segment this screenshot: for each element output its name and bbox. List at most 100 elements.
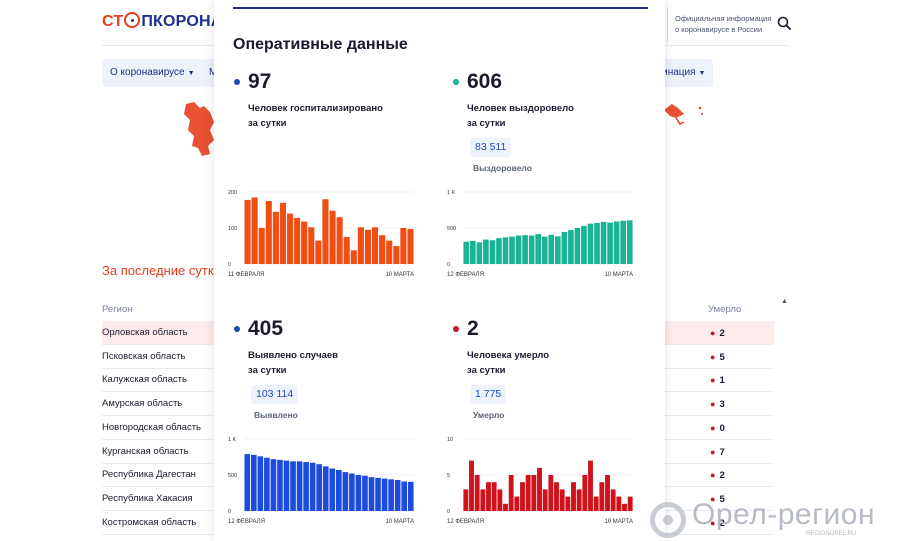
- chart-bar[interactable]: [381, 478, 388, 511]
- chart-bar[interactable]: [264, 457, 270, 511]
- chart-bar[interactable]: [497, 489, 503, 511]
- chart-bar[interactable]: [626, 220, 633, 264]
- chart-bar[interactable]: [315, 240, 322, 264]
- chart-bar[interactable]: [571, 482, 576, 511]
- chart-bar[interactable]: [244, 454, 251, 511]
- chart-bar[interactable]: [554, 236, 561, 264]
- chart-bar[interactable]: [525, 475, 531, 511]
- chart-bar[interactable]: [303, 462, 309, 511]
- chart-bar[interactable]: [407, 481, 414, 511]
- chart-bar[interactable]: [528, 235, 535, 264]
- chart-bar[interactable]: [290, 461, 296, 511]
- chart-bar[interactable]: [515, 235, 522, 264]
- chart-bar[interactable]: [508, 475, 514, 511]
- nav-about-coronavirus[interactable]: О коронавирусе ▼: [102, 59, 203, 87]
- chart-bar[interactable]: [463, 241, 470, 264]
- chart-bar[interactable]: [620, 220, 627, 264]
- chart-bar[interactable]: [364, 229, 372, 264]
- chart-bar[interactable]: [489, 240, 496, 264]
- chart-bar[interactable]: [393, 246, 400, 264]
- chart-bar[interactable]: [250, 454, 257, 511]
- chart-bar[interactable]: [371, 227, 379, 264]
- chart-bar[interactable]: [322, 199, 329, 264]
- chart-bar[interactable]: [277, 459, 283, 511]
- chart-bar[interactable]: [388, 479, 394, 511]
- chart-bar[interactable]: [355, 475, 362, 511]
- chart-bar[interactable]: [588, 460, 593, 511]
- chart-bar[interactable]: [574, 228, 581, 264]
- chart-bar[interactable]: [480, 489, 486, 511]
- chart-bar[interactable]: [610, 489, 616, 511]
- chart-bar[interactable]: [522, 235, 528, 264]
- chart-bar[interactable]: [316, 464, 323, 511]
- chart-bar[interactable]: [272, 211, 279, 264]
- chart-bar[interactable]: [520, 482, 525, 511]
- chart-bar[interactable]: [600, 221, 607, 264]
- chart-bar[interactable]: [542, 489, 548, 511]
- chart-bar[interactable]: [244, 199, 251, 264]
- chart-bar[interactable]: [502, 237, 509, 264]
- chart-bar[interactable]: [270, 459, 277, 511]
- table-header-died[interactable]: Умерло: [708, 304, 742, 315]
- chart-bar[interactable]: [593, 496, 599, 511]
- chart-bar[interactable]: [301, 221, 308, 264]
- chart-bar[interactable]: [554, 482, 559, 511]
- chart-bar[interactable]: [537, 467, 542, 511]
- chart-bar[interactable]: [336, 217, 343, 264]
- chart-bar[interactable]: [463, 489, 469, 511]
- search-icon[interactable]: [777, 16, 791, 30]
- chart-bar[interactable]: [587, 223, 594, 264]
- chart-bar[interactable]: [514, 496, 520, 511]
- chart-bar[interactable]: [286, 213, 294, 264]
- chart-bar[interactable]: [350, 250, 357, 264]
- chart-bar[interactable]: [548, 234, 555, 264]
- chart-bar[interactable]: [401, 481, 408, 511]
- chart-bar[interactable]: [368, 477, 375, 511]
- chart-bar[interactable]: [561, 231, 568, 264]
- table-header-region[interactable]: Регион: [102, 304, 133, 315]
- chart-bar[interactable]: [607, 222, 613, 264]
- chart-bar[interactable]: [296, 461, 303, 511]
- chart-bar[interactable]: [509, 236, 515, 264]
- chart-bar[interactable]: [582, 475, 588, 511]
- chart-bar[interactable]: [329, 210, 336, 264]
- chart-bar[interactable]: [375, 477, 381, 511]
- chart-bar[interactable]: [486, 482, 491, 511]
- chart-bar[interactable]: [386, 240, 393, 264]
- chart-bar[interactable]: [394, 480, 401, 511]
- chart-bar[interactable]: [257, 456, 264, 511]
- chart-bar[interactable]: [349, 473, 355, 511]
- chart-bar[interactable]: [568, 230, 574, 264]
- chart-bar[interactable]: [559, 489, 565, 511]
- chart-bar[interactable]: [503, 503, 508, 511]
- chart-bar[interactable]: [541, 236, 548, 264]
- chart-bar[interactable]: [279, 202, 287, 264]
- chart-bar[interactable]: [329, 468, 336, 511]
- chart-bar[interactable]: [616, 496, 622, 511]
- chart-bar[interactable]: [594, 222, 600, 264]
- chart-bar[interactable]: [605, 475, 610, 511]
- chart-bar[interactable]: [407, 229, 414, 264]
- chart-bar[interactable]: [283, 460, 290, 511]
- chart-bar[interactable]: [548, 475, 554, 511]
- chart-bar[interactable]: [294, 217, 301, 264]
- scroll-up-arrow-icon[interactable]: ▲: [781, 298, 788, 305]
- chart-bar[interactable]: [491, 482, 497, 511]
- chart-bar[interactable]: [379, 235, 386, 264]
- chart-bar[interactable]: [627, 496, 633, 511]
- chart-bar[interactable]: [343, 237, 350, 264]
- chart-bar[interactable]: [474, 475, 480, 511]
- chart-bar[interactable]: [496, 238, 502, 264]
- chart-bar[interactable]: [469, 240, 476, 264]
- chart-bar[interactable]: [309, 462, 316, 511]
- chart-bar[interactable]: [357, 227, 364, 264]
- chart-bar[interactable]: [308, 227, 315, 264]
- chart-bar[interactable]: [469, 460, 474, 511]
- chart-bar[interactable]: [613, 221, 620, 264]
- chart-bar[interactable]: [335, 469, 342, 511]
- chart-bar[interactable]: [342, 472, 349, 511]
- chart-bar[interactable]: [576, 489, 582, 511]
- chart-bar[interactable]: [483, 239, 489, 264]
- chart-bar[interactable]: [362, 475, 368, 511]
- chart-bar[interactable]: [565, 496, 571, 511]
